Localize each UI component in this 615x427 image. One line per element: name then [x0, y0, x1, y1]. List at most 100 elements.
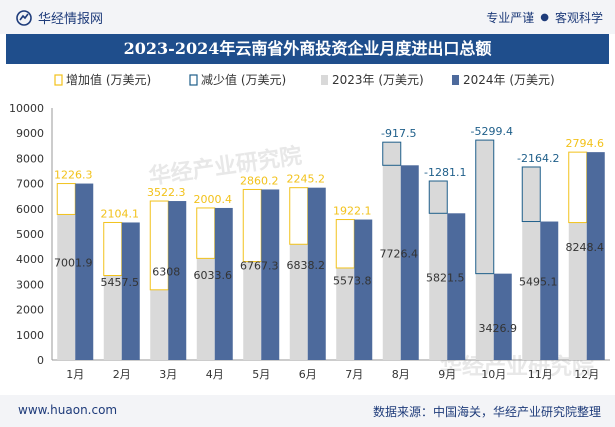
value-2024-data-label: 8248.4	[566, 241, 605, 254]
bar-2023	[522, 166, 541, 360]
bar-2024	[493, 273, 512, 360]
value-2024-data-label: 7726.4	[380, 248, 419, 261]
bar-2024	[261, 189, 280, 360]
y-tick-label: 2000	[16, 304, 44, 317]
bar-2023	[196, 258, 215, 360]
increase-box	[335, 219, 355, 269]
increase-box	[103, 221, 123, 276]
bar-2023	[568, 222, 587, 360]
x-tick-label: 3月	[159, 368, 177, 381]
bar-2024	[75, 183, 94, 360]
x-tick-label: 7月	[345, 368, 363, 381]
bar-2023	[382, 142, 401, 360]
change-data-label: -2164.2	[517, 152, 559, 165]
bar-2024	[447, 213, 466, 360]
bar-2023	[336, 267, 355, 360]
legend-label-decrease: 减少值 (万美元)	[201, 72, 286, 87]
value-2024-data-label: 3426.9	[479, 322, 518, 335]
y-tick-label: 10000	[9, 102, 44, 115]
increase-box	[242, 188, 262, 263]
change-data-label: 2794.6	[566, 137, 605, 150]
change-data-label: 2245.2	[287, 173, 326, 186]
value-2024-data-label: 5495.1	[519, 276, 558, 289]
increase-box	[568, 151, 588, 224]
x-tick-label: 12月	[574, 368, 599, 381]
header-tag-1: 专业严谨	[486, 11, 535, 25]
change-data-label: 1922.1	[333, 205, 372, 218]
value-2024-data-label: 5573.8	[333, 275, 372, 288]
y-tick-label: 1000	[16, 329, 44, 342]
bar-2023	[429, 181, 448, 360]
legend-swatch-2023	[321, 75, 328, 85]
legend-swatch-increase	[54, 74, 63, 86]
brand[interactable]: 华经情报网	[16, 8, 103, 27]
top-bar: 华经情报网 专业严谨 ● 客观科学	[0, 0, 615, 34]
increase-box	[56, 183, 76, 215]
bar-2023	[475, 140, 494, 360]
bar-2024	[121, 222, 140, 360]
separator-dot-icon: ●	[540, 12, 549, 23]
x-tick-label: 6月	[299, 368, 317, 381]
bar-2024	[354, 219, 373, 360]
bar-2023	[57, 214, 76, 360]
y-tick-label: 0	[37, 354, 44, 367]
brand-logo-icon	[16, 9, 32, 26]
bar-2023	[243, 261, 262, 360]
x-tick-label: 8月	[392, 368, 410, 381]
x-tick-label: 11月	[528, 368, 553, 381]
y-tick-label: 8000	[16, 152, 44, 165]
brand-name: 华经情报网	[38, 12, 104, 27]
change-data-label: -917.5	[381, 127, 416, 140]
change-data-label: 2000.4	[194, 193, 233, 206]
value-2024-data-label: 5457.5	[101, 276, 140, 289]
value-2024-data-label: 5821.5	[426, 272, 465, 285]
decrease-box	[428, 180, 448, 214]
bar-2023	[289, 244, 308, 360]
watermark: 华经产业研究院	[147, 143, 303, 190]
x-tick-label: 5月	[252, 368, 270, 381]
decrease-box	[475, 139, 495, 275]
value-2024-data-label: 7001.9	[54, 257, 93, 270]
y-tick-label: 5000	[16, 228, 44, 241]
footer-url[interactable]: www.huaon.com	[18, 403, 118, 417]
change-data-label: 2860.2	[240, 174, 279, 187]
value-2024-data-label: 6838.2	[287, 259, 326, 272]
bar-2024	[586, 152, 605, 360]
y-tick-label: 3000	[16, 278, 44, 291]
y-tick-label: 6000	[16, 203, 44, 216]
increase-box	[289, 187, 309, 245]
bar-2024	[214, 207, 233, 360]
bar-2024	[540, 221, 559, 360]
legend-label-2023: 2023年 (万美元)	[332, 73, 424, 87]
x-tick-label: 4月	[206, 368, 224, 381]
bar-2024	[307, 187, 326, 360]
legend-swatch-decrease	[189, 74, 198, 86]
change-data-label: -5299.4	[471, 125, 513, 138]
decrease-box	[382, 141, 402, 166]
bar-2024	[400, 165, 419, 360]
y-tick-label: 7000	[16, 178, 44, 191]
legend-label-increase: 增加值 (万美元)	[66, 72, 151, 87]
value-2024-data-label: 6033.6	[194, 269, 233, 282]
x-tick-label: 10月	[481, 368, 506, 381]
bar-2023	[103, 275, 122, 360]
header-tags: 专业严谨 ● 客观科学	[486, 9, 603, 26]
chart-title: 2023-2024年云南省外商投资企业月度进出口总额	[6, 34, 609, 64]
value-2024-data-label: 6767.3	[240, 260, 279, 273]
footer-source: 数据来源：中国海关，华经产业研究院整理	[372, 405, 601, 419]
x-tick-label: 1月	[66, 368, 84, 381]
x-tick-label: 2月	[113, 368, 131, 381]
watermark: 华经产业研究院	[440, 354, 594, 380]
y-tick-label: 9000	[16, 127, 44, 140]
y-tick-label: 4000	[16, 253, 44, 266]
bar-2024	[168, 201, 187, 360]
increase-box	[196, 207, 216, 259]
legend-label-2024: 2024年 (万美元)	[463, 73, 555, 87]
legend-swatch-2024	[452, 75, 459, 85]
decrease-box	[521, 166, 541, 223]
header-tag-2: 客观科学	[554, 11, 603, 25]
change-data-label: 2104.1	[101, 207, 140, 220]
bar-2023	[150, 289, 169, 360]
change-data-label: 1226.3	[54, 169, 93, 182]
